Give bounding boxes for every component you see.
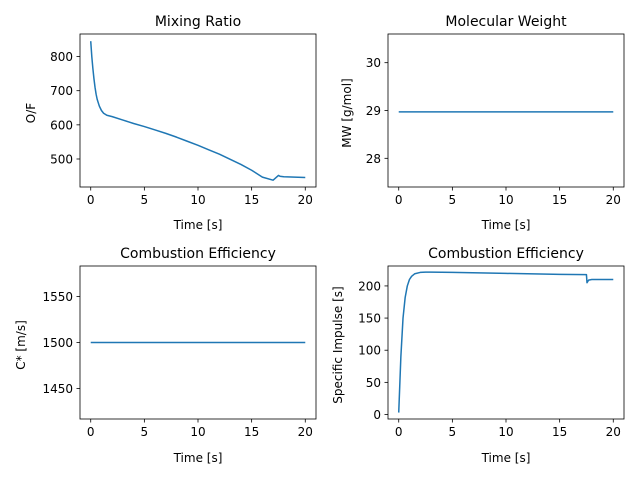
- x-tick-label: 0: [87, 193, 95, 207]
- x-tick-label: 10: [498, 425, 513, 439]
- x-tick-label: 10: [498, 193, 513, 207]
- y-tick-label: 30: [366, 56, 381, 70]
- x-tick-label: 15: [552, 425, 567, 439]
- y-tick-label: 700: [50, 84, 73, 98]
- y-axis-label: Specific Impulse [s]: [331, 286, 345, 403]
- panel-title: Combustion Efficiency: [428, 246, 584, 262]
- y-tick-label: 28: [366, 152, 381, 166]
- panel-title: Combustion Efficiency: [120, 246, 276, 262]
- x-tick-label: 10: [190, 425, 205, 439]
- x-tick-label: 15: [244, 193, 259, 207]
- x-axis-label: Time [s]: [173, 218, 223, 232]
- x-tick-label: 0: [395, 425, 403, 439]
- mixing-ratio-panel: Mixing Ratio Time [s] O/F 0 5 10 15 20 500 600…: [24, 14, 317, 232]
- x-tick-label: 0: [87, 425, 95, 439]
- y-tick-label: 100: [358, 344, 381, 358]
- y-tick-label: 800: [50, 50, 73, 64]
- y-tick-label: 1550: [42, 290, 73, 304]
- x-tick-label: 5: [141, 425, 149, 439]
- x-tick-label: 20: [606, 425, 621, 439]
- c-star-efficiency-panel: Combustion Efficiency Time [s] C* [m/s] …: [14, 246, 317, 465]
- x-tick-label: 5: [141, 193, 149, 207]
- x-axis-label: Time [s]: [481, 451, 531, 465]
- molecular-weight-panel: Molecular Weight Time [s] MW [g/mol] 0 5 1…: [340, 14, 625, 232]
- y-axis-label: O/F: [24, 103, 38, 123]
- y-axis-label: C* [m/s]: [14, 320, 28, 370]
- x-tick-label: 20: [298, 425, 313, 439]
- y-tick-label: 29: [366, 104, 381, 118]
- x-tick-label: 20: [606, 193, 621, 207]
- x-tick-label: 10: [190, 193, 205, 207]
- x-axis-label: Time [s]: [173, 451, 223, 465]
- y-tick-label: 1500: [42, 336, 73, 350]
- series-line: [89, 41, 306, 181]
- series-line: [397, 271, 614, 413]
- axes-frame: [79, 33, 317, 188]
- panel-title: Mixing Ratio: [155, 14, 241, 30]
- y-tick-label: 50: [366, 376, 381, 390]
- axes-frame: [387, 33, 625, 188]
- y-tick-label: 500: [50, 152, 73, 166]
- y-tick-label: 1450: [42, 382, 73, 396]
- y-axis-label: MW [g/mol]: [340, 78, 354, 147]
- specific-impulse-panel: Combustion Efficiency Time [s] Specific …: [331, 246, 625, 465]
- y-tick-label: 200: [358, 279, 381, 293]
- x-tick-label: 0: [395, 193, 403, 207]
- x-axis-label: Time [s]: [481, 218, 531, 232]
- x-tick-label: 15: [552, 193, 567, 207]
- x-tick-label: 20: [298, 193, 313, 207]
- panel-title: Molecular Weight: [445, 14, 567, 30]
- x-tick-label: 15: [244, 425, 259, 439]
- axes-frame: [387, 265, 625, 420]
- x-tick-label: 5: [449, 193, 457, 207]
- y-tick-label: 600: [50, 118, 73, 132]
- x-tick-label: 5: [449, 425, 457, 439]
- y-tick-label: 150: [358, 312, 381, 326]
- y-tick-label: 0: [373, 408, 381, 422]
